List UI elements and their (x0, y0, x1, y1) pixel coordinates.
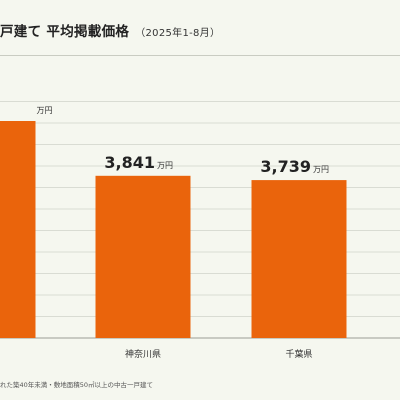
chart-period: （2025年1-8月） (135, 28, 221, 39)
chart-title: 戸建て 平均掲載価格 （2025年1-8月） (0, 20, 220, 40)
value-unit-1: 万円 (37, 106, 53, 115)
bar-2 (95, 175, 191, 338)
chart-title-text: 戸建て 平均掲載価格 (0, 24, 130, 40)
category-label-3: 千葉県 (285, 348, 312, 360)
bar-3 (251, 180, 347, 338)
value-unit-3: 万円 (313, 165, 329, 174)
title-divider (0, 55, 400, 56)
value-unit-2: 万円 (157, 161, 173, 170)
bar-1 (0, 121, 36, 338)
category-label-2: 神奈川県 (125, 348, 161, 360)
value-label-2: 3,841 (104, 153, 155, 172)
value-label-3: 3,739 (260, 157, 311, 176)
footnote: れた築40年未満・敷地面積50㎡以上の中古一戸建て (0, 381, 154, 389)
